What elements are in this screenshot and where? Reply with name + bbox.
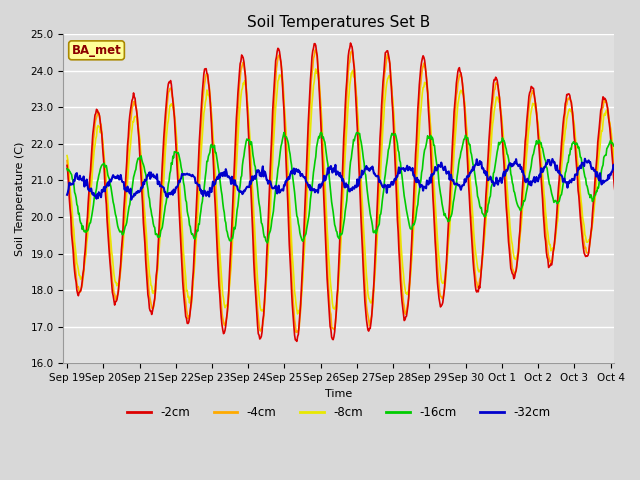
Title: Soil Temperatures Set B: Soil Temperatures Set B (247, 15, 431, 30)
X-axis label: Time: Time (325, 389, 353, 399)
Text: BA_met: BA_met (72, 44, 122, 57)
Legend: -2cm, -4cm, -8cm, -16cm, -32cm: -2cm, -4cm, -8cm, -16cm, -32cm (122, 401, 555, 423)
Y-axis label: Soil Temperature (C): Soil Temperature (C) (15, 142, 25, 256)
